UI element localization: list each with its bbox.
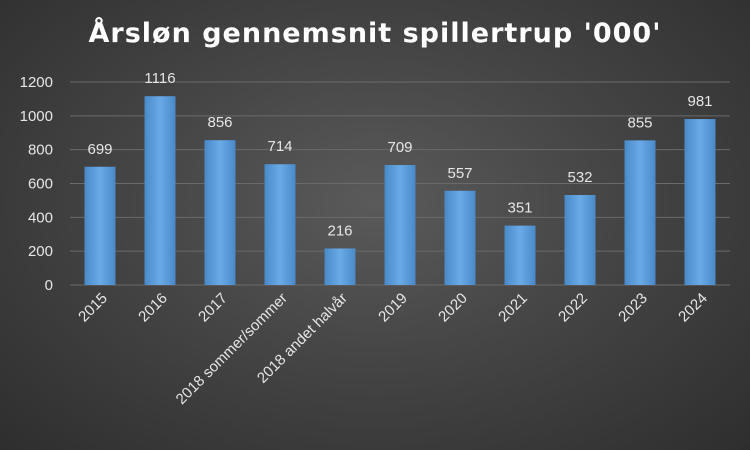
y-tick-label: 400	[28, 209, 53, 226]
y-tick-label: 200	[28, 243, 53, 260]
y-tick-label: 1200	[20, 74, 53, 91]
data-label: 855	[627, 114, 652, 131]
bar	[384, 165, 416, 285]
bar	[624, 140, 656, 285]
x-tick-label: 2021	[495, 290, 531, 326]
x-tick-label: 2022	[555, 290, 591, 326]
y-tick-label: 0	[45, 277, 53, 294]
data-label: 856	[207, 114, 232, 131]
bar	[144, 96, 176, 286]
y-tick-label: 1000	[20, 108, 53, 125]
data-label: 532	[567, 169, 592, 186]
bar	[444, 190, 476, 285]
x-tick-label: 2017	[195, 290, 231, 326]
data-label: 699	[87, 141, 112, 158]
data-label: 1116	[144, 70, 175, 87]
bar	[564, 195, 596, 285]
bar	[324, 248, 356, 285]
x-tick-label: 2020	[435, 290, 471, 326]
y-tick-label: 800	[28, 142, 53, 159]
bar	[264, 164, 296, 285]
x-tick-label: 2016	[135, 290, 171, 326]
data-label: 351	[507, 200, 532, 217]
bar	[684, 119, 716, 285]
y-axis: 0 200 400 600 800 1000 1200	[20, 74, 53, 294]
data-label: 981	[687, 93, 712, 110]
x-tick-label: 2018 sommer/sommer	[173, 290, 291, 408]
bar	[84, 166, 116, 285]
x-tick-label: 2024	[675, 290, 711, 326]
chart-title: Årsløn gennemsnit spillertrup '000'	[88, 18, 662, 49]
data-label: 714	[267, 138, 292, 155]
data-labels: 699 1116 856 714 216 709 557 351 532 855 981	[87, 70, 712, 239]
data-label: 216	[327, 222, 352, 239]
x-tick-label: 2023	[615, 290, 651, 326]
bar	[504, 225, 536, 285]
y-tick-label: 600	[28, 176, 53, 193]
bars	[84, 96, 716, 286]
data-label: 709	[387, 139, 412, 156]
x-tick-label: 2019	[375, 290, 411, 326]
x-tick-label: 2015	[75, 290, 111, 326]
data-label: 557	[447, 165, 472, 182]
bar	[204, 140, 236, 285]
